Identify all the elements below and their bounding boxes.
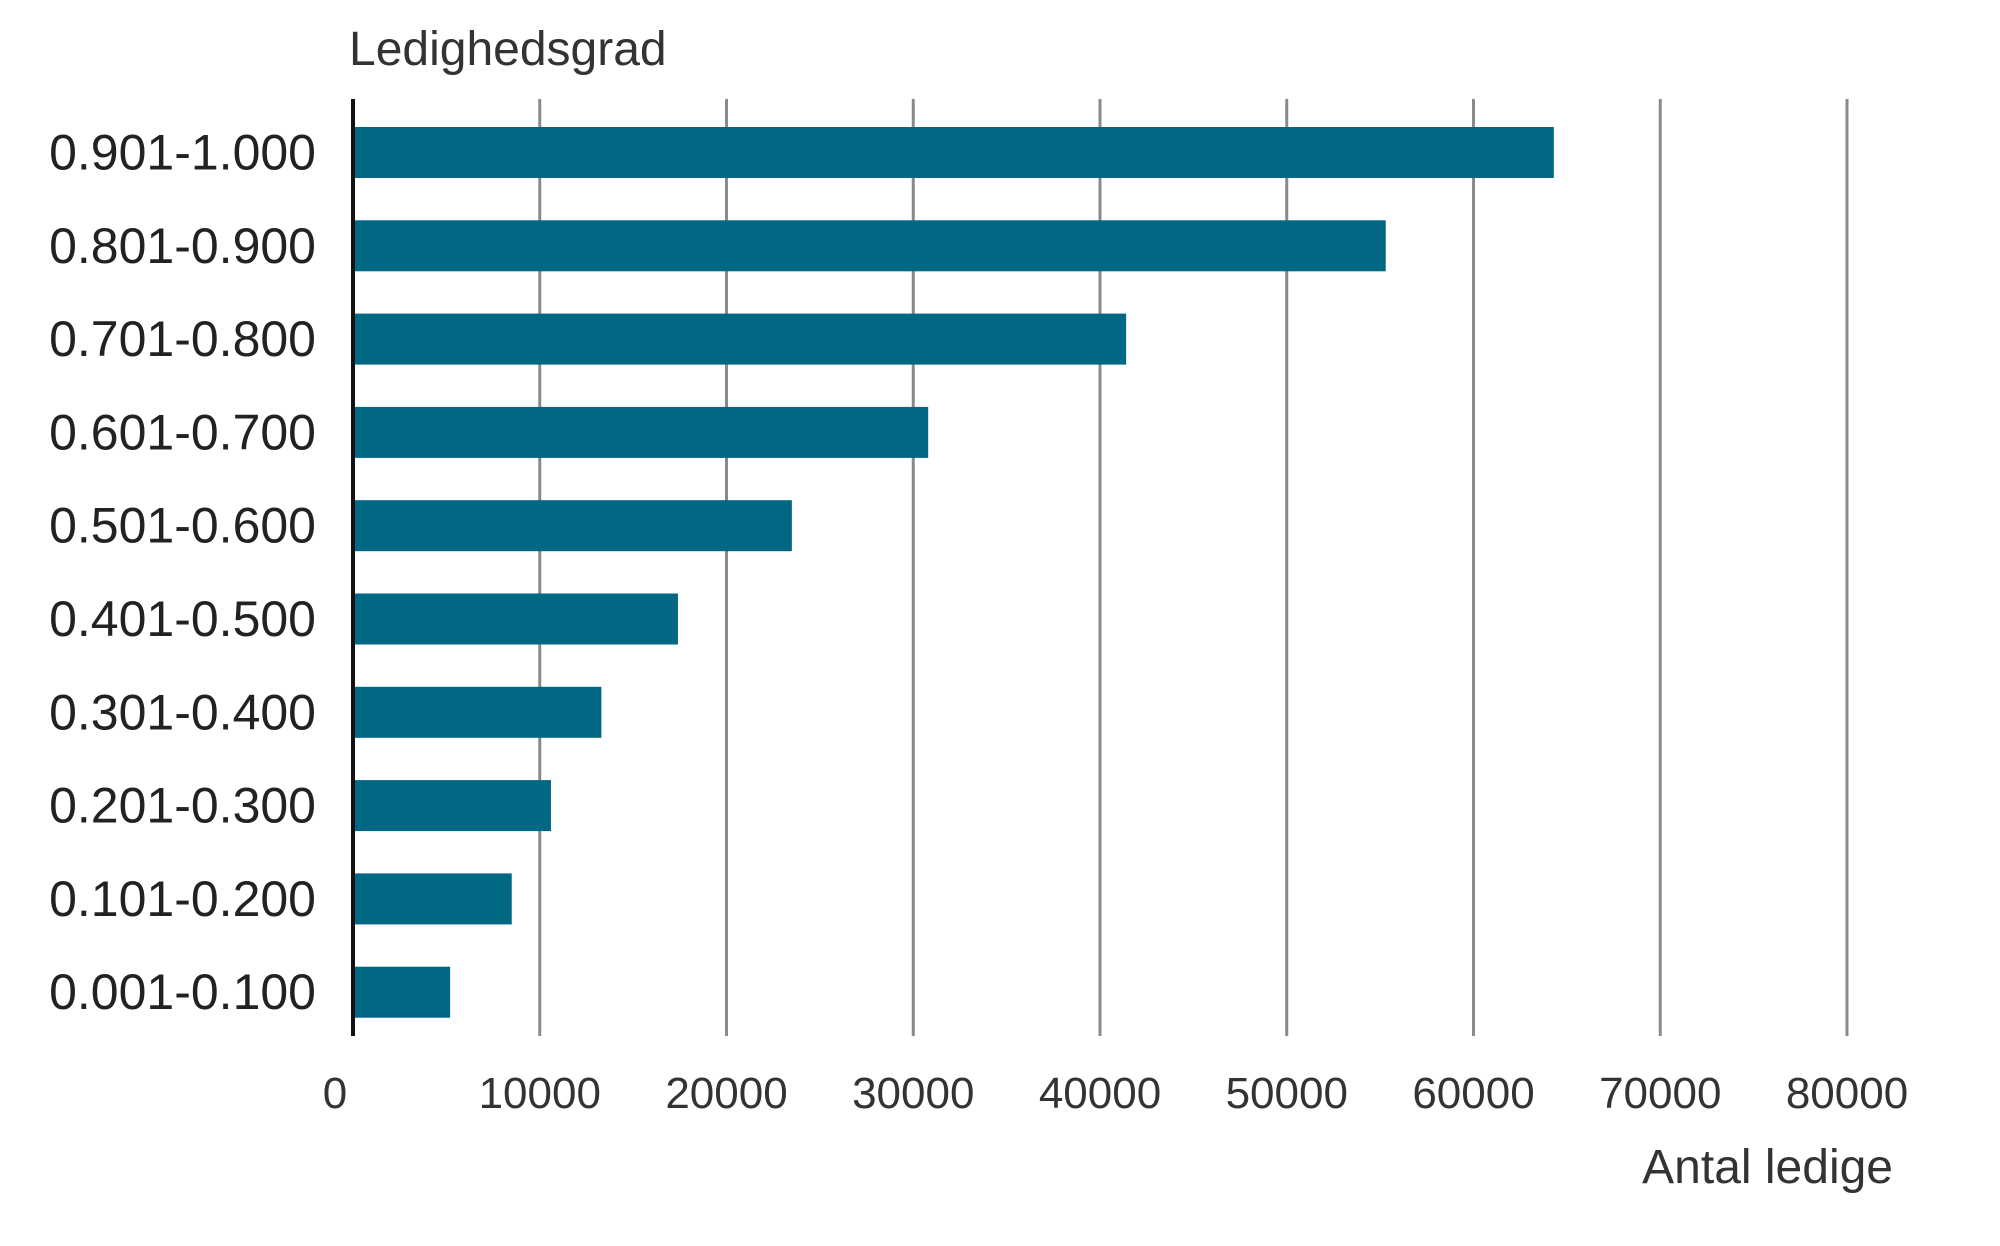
bar xyxy=(355,873,512,925)
bar xyxy=(355,500,792,552)
y-tick-label: 0.801-0.900 xyxy=(49,218,316,274)
x-axis-title: Antal ledige xyxy=(1642,1141,1893,1194)
x-tick-label: 30000 xyxy=(852,1069,974,1118)
bar xyxy=(355,780,551,832)
y-tick-label: 0.401-0.500 xyxy=(49,591,316,647)
bar xyxy=(355,593,678,645)
x-tick-label: 40000 xyxy=(1039,1069,1161,1118)
x-tick-label: 60000 xyxy=(1412,1069,1534,1118)
y-tick-label: 0.301-0.400 xyxy=(49,684,316,740)
bar xyxy=(355,127,1554,178)
y-tick-label: 0.501-0.600 xyxy=(49,498,316,554)
x-tick-label: 50000 xyxy=(1226,1069,1348,1118)
bar xyxy=(355,313,1127,365)
y-tick-label: 0.901-1.000 xyxy=(49,125,316,181)
x-tick-label: 10000 xyxy=(479,1069,601,1118)
y-tick-label: 0.601-0.700 xyxy=(49,404,316,460)
bar xyxy=(355,686,602,738)
x-tick-label: 20000 xyxy=(665,1069,787,1118)
bar xyxy=(355,220,1386,272)
x-tick-label: 70000 xyxy=(1599,1069,1721,1118)
bar xyxy=(355,406,929,458)
bar xyxy=(355,966,451,1018)
x-tick-label: 0 xyxy=(323,1069,347,1118)
y-tick-label: 0.101-0.200 xyxy=(49,871,316,927)
y-tick-label: 0.201-0.300 xyxy=(49,778,316,834)
x-tick-label: 80000 xyxy=(1786,1069,1908,1118)
y-axis-title: Ledighedsgrad xyxy=(349,23,667,76)
y-tick-label: 0.701-0.800 xyxy=(49,311,316,367)
y-tick-label: 0.001-0.100 xyxy=(49,964,316,1020)
